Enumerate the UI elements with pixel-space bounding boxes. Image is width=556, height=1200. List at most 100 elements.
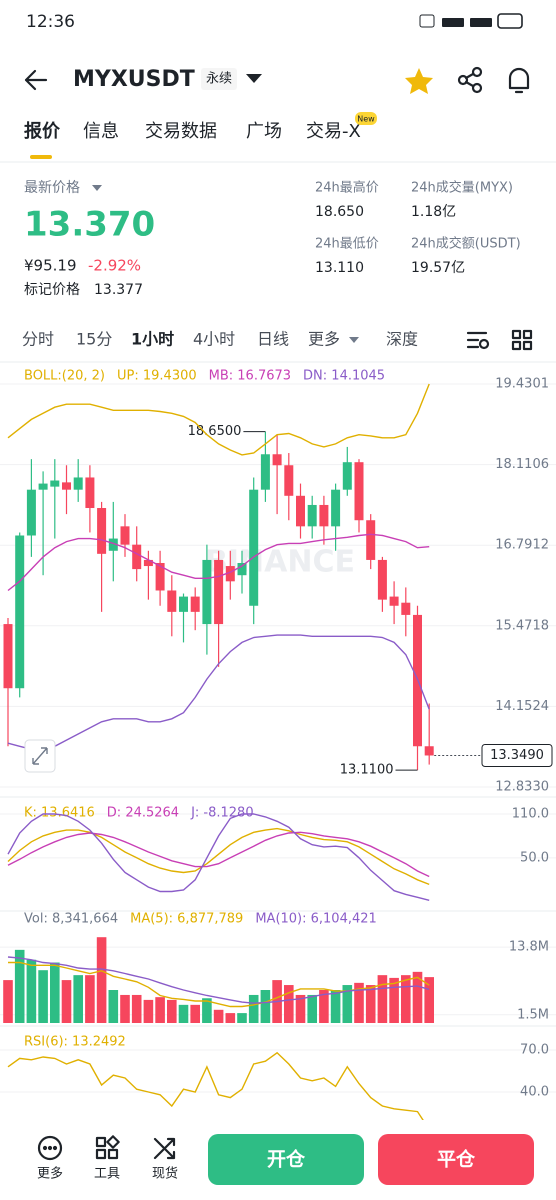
volume-bar bbox=[319, 990, 329, 1023]
interval-tab[interactable]: 日线 bbox=[257, 330, 289, 349]
volume-bar bbox=[237, 1013, 247, 1023]
volume-bar bbox=[342, 985, 353, 1023]
volume-bar bbox=[225, 1013, 236, 1023]
volume-bar bbox=[3, 980, 13, 1023]
y-tick-label: 14.1524 bbox=[495, 699, 549, 714]
candle-body bbox=[97, 508, 107, 554]
y-tick-label: 15.4718 bbox=[495, 618, 549, 633]
close-label[interactable]: 平仓 bbox=[437, 1148, 476, 1171]
y-tick-label: 19.4301 bbox=[495, 377, 549, 392]
price-cny: ¥95.19 bbox=[24, 257, 77, 275]
stat-label: 24h成交量(MYX) bbox=[411, 180, 513, 196]
stat-label: 24h最低价 bbox=[315, 237, 379, 252]
legend-item: UP: 19.4300 bbox=[117, 369, 197, 384]
stat-value: 13.110 bbox=[315, 260, 364, 276]
volume-bar bbox=[202, 998, 212, 1023]
close-button[interactable] bbox=[378, 1134, 534, 1185]
legend-item: MA(5): 6,877,789 bbox=[130, 912, 243, 927]
nav-icon bbox=[37, 1135, 63, 1161]
candle-body bbox=[249, 489, 259, 606]
stat-value: 18.650 bbox=[315, 204, 364, 220]
volume-bar bbox=[295, 994, 306, 1023]
volume-bar bbox=[50, 962, 60, 1023]
volume-bar bbox=[307, 994, 317, 1023]
tab[interactable]: 信息 bbox=[83, 121, 119, 142]
volume-bar bbox=[190, 1004, 200, 1023]
expand-icon bbox=[32, 747, 48, 765]
favorite-star[interactable] bbox=[405, 68, 433, 94]
volume-bar bbox=[401, 975, 411, 1023]
price-change: -2.92% bbox=[88, 257, 141, 275]
indicator-settings[interactable] bbox=[466, 331, 490, 350]
status-time: 12:36 bbox=[26, 12, 75, 32]
nav-label[interactable]: 更多 bbox=[37, 1166, 63, 1182]
symbol-dropdown[interactable] bbox=[246, 74, 262, 83]
price-dropdown[interactable] bbox=[92, 185, 102, 191]
y-tick-label: 18.1106 bbox=[495, 457, 549, 472]
nav-label[interactable]: 工具 bbox=[94, 1167, 120, 1182]
candle-body bbox=[342, 462, 352, 490]
legend-item: RSI(6): 13.2492 bbox=[24, 1035, 126, 1050]
layout-button[interactable] bbox=[511, 329, 533, 351]
interval-tab[interactable]: 4小时 bbox=[193, 330, 235, 349]
volume-bar bbox=[167, 999, 177, 1023]
volume-bar bbox=[424, 977, 434, 1023]
y-tick-label: 1.5M bbox=[517, 1007, 549, 1022]
tab[interactable]: 广场 bbox=[246, 121, 282, 142]
mark-label: 标记价格 bbox=[24, 282, 80, 298]
candle-body bbox=[296, 495, 305, 527]
indicator-line bbox=[7, 827, 430, 886]
candle-body bbox=[424, 746, 434, 756]
candle-body bbox=[143, 559, 153, 567]
volume-bar bbox=[412, 971, 423, 1023]
legend-item: D: 24.5264 bbox=[107, 806, 179, 821]
candle-body bbox=[179, 596, 188, 612]
volume-bar bbox=[14, 949, 25, 1023]
interval-tab[interactable]: 分时 bbox=[22, 330, 54, 349]
candle-body bbox=[108, 538, 118, 551]
candle-body bbox=[167, 590, 177, 612]
tab-indicator bbox=[30, 155, 52, 159]
open-button[interactable] bbox=[208, 1134, 364, 1185]
y-tick-label: 13.8M bbox=[509, 940, 549, 955]
nav-label[interactable]: 现货 bbox=[152, 1166, 178, 1182]
last-price-label: 13.3490 bbox=[490, 748, 544, 763]
volume-bar bbox=[73, 975, 83, 1023]
candle-body bbox=[307, 504, 317, 527]
indicator-line bbox=[7, 831, 430, 878]
indicator-line bbox=[7, 383, 430, 456]
volume-bar bbox=[38, 970, 48, 1023]
last-price-box bbox=[481, 743, 553, 767]
tab[interactable]: 交易-X bbox=[306, 121, 361, 142]
tab[interactable]: 交易数据 bbox=[145, 121, 217, 142]
legend-item: Vol: 8,341,664 bbox=[24, 912, 118, 927]
mark-price: 13.377 bbox=[94, 282, 143, 298]
candle-body bbox=[120, 526, 130, 545]
candle-body bbox=[284, 465, 294, 496]
interval-tab[interactable]: 15分 bbox=[76, 330, 112, 349]
candle-body bbox=[155, 562, 165, 591]
interval-tab[interactable]: 更多 bbox=[308, 330, 340, 349]
volume-bar bbox=[155, 997, 165, 1023]
symbol[interactable]: MYXUSDT bbox=[73, 67, 195, 92]
back-button[interactable] bbox=[24, 69, 48, 91]
high-label: 18.6500 bbox=[188, 424, 242, 439]
stat-label: 24h最高价 bbox=[315, 180, 379, 196]
candle-body bbox=[50, 480, 60, 487]
volume-bar bbox=[330, 990, 341, 1023]
contract-type: 永续 bbox=[206, 72, 232, 87]
candle-body bbox=[272, 454, 282, 466]
volume-bar bbox=[248, 994, 259, 1023]
interval-tab[interactable]: 深度 bbox=[386, 330, 418, 349]
contract-badge bbox=[201, 68, 237, 90]
open-label[interactable]: 开仓 bbox=[267, 1148, 306, 1171]
interval-tab[interactable]: 1小时 bbox=[131, 330, 174, 349]
share-button[interactable] bbox=[457, 66, 483, 94]
more-dropdown[interactable] bbox=[349, 337, 359, 343]
alert-bell[interactable] bbox=[508, 67, 530, 94]
candle-body bbox=[190, 596, 200, 612]
tab-badge-bg bbox=[355, 112, 377, 125]
candle-body bbox=[85, 477, 95, 509]
tab[interactable]: 报价 bbox=[24, 120, 61, 142]
